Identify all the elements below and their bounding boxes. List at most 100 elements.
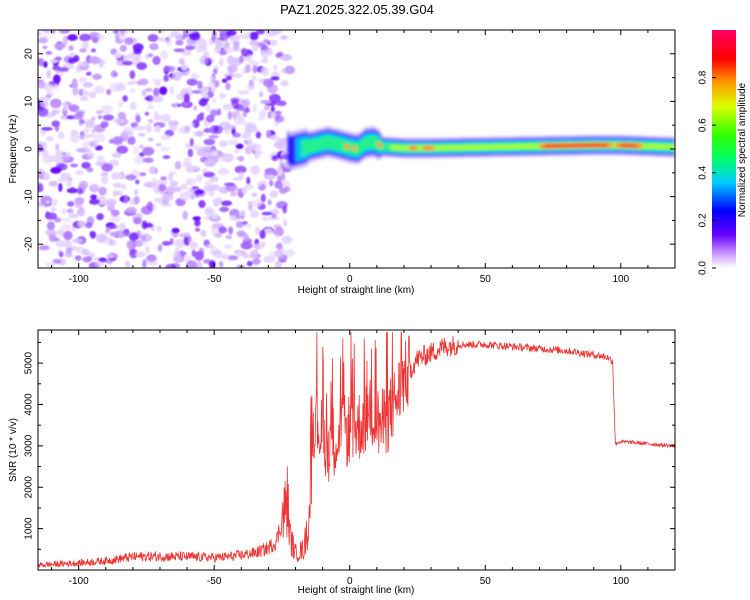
- y-tick-label: 1000: [24, 517, 35, 540]
- noise-blob: [133, 48, 142, 55]
- noise-blob: [151, 177, 158, 187]
- noise-blob: [89, 91, 97, 99]
- noise-blob: [219, 57, 224, 67]
- noise-blob: [172, 255, 185, 263]
- noise-blob: [140, 233, 153, 242]
- noise-blob: [147, 104, 154, 110]
- noise-blob: [124, 260, 131, 268]
- noise-blob: [261, 216, 270, 222]
- noise-blob: [229, 208, 240, 218]
- noise-blob: [46, 221, 55, 231]
- noise-blob: [182, 210, 188, 220]
- signal-hotspot: [352, 145, 357, 151]
- noise-blob: [112, 136, 123, 144]
- y-tick-label: -20: [24, 237, 35, 252]
- noise-blob: [241, 98, 251, 108]
- noise-blob: [45, 261, 56, 268]
- noise-blob: [49, 59, 59, 64]
- noise-blob: [157, 244, 163, 252]
- noise-blob: [249, 143, 262, 152]
- noise-blob: [100, 172, 109, 177]
- noise-blob: [271, 30, 283, 35]
- noise-blob: [127, 136, 136, 145]
- noise-blob: [189, 137, 194, 147]
- noise-blob: [133, 195, 140, 205]
- noise-blob: [133, 217, 142, 225]
- noise-blob: [145, 87, 153, 92]
- noise-blob: [141, 89, 147, 97]
- noise-blob: [183, 93, 190, 103]
- noise-blob: [230, 191, 238, 197]
- noise-blob: [111, 152, 122, 159]
- noise-blob: [196, 113, 205, 122]
- noise-blob: [233, 41, 240, 51]
- noise-blob: [218, 30, 228, 34]
- noise-blob: [221, 78, 228, 83]
- noise-blob: [135, 239, 143, 247]
- noise-blob: [51, 111, 57, 116]
- noise-blob: [38, 31, 42, 37]
- colorbar-tick-label: 0.2: [698, 213, 709, 227]
- noise-blob: [185, 177, 197, 186]
- noise-blob: [202, 93, 209, 99]
- noise-blob: [233, 73, 243, 79]
- noise-blob: [245, 64, 251, 74]
- noise-blob: [74, 197, 85, 205]
- noise-blob: [260, 66, 270, 77]
- noise-blob: [204, 180, 213, 186]
- y-tick-label: 4000: [24, 393, 35, 416]
- noise-blob: [126, 240, 133, 249]
- noise-blob: [255, 226, 260, 235]
- colorbar-tick-label: 0.8: [698, 70, 709, 84]
- noise-blob: [199, 55, 210, 65]
- noise-blob: [55, 240, 67, 248]
- noise-blob: [61, 208, 67, 215]
- noise-blob: [278, 254, 289, 261]
- noise-blob: [218, 260, 224, 268]
- noise-blob: [166, 186, 177, 194]
- colorbar-ticks: 0.0 0.2 0.4 0.6 0.8: [698, 70, 716, 275]
- noise-blob: [72, 87, 79, 96]
- noise-blob: [235, 143, 244, 150]
- noise-blob: [259, 109, 267, 120]
- noise-blob: [116, 233, 128, 238]
- noise-blob: [153, 197, 160, 203]
- noise-blob: [122, 95, 128, 102]
- noise-blob: [203, 171, 215, 178]
- noise-blob: [175, 40, 184, 46]
- noise-blob: [52, 258, 62, 264]
- noise-blob: [277, 100, 287, 107]
- noise-blob: [252, 46, 258, 52]
- noise-blob: [259, 91, 264, 98]
- noise-blob: [61, 223, 68, 230]
- noise-blob: [195, 45, 205, 54]
- noise-blob: [96, 213, 104, 221]
- noise-blob: [45, 51, 53, 55]
- noise-blob: [44, 83, 55, 93]
- noise-blob: [201, 97, 210, 102]
- y-tick-label: 0: [24, 146, 35, 152]
- noise-blob: [83, 91, 91, 97]
- noise-blob: [208, 135, 219, 139]
- noise-blob: [234, 165, 247, 174]
- noise-blob: [141, 205, 153, 215]
- y-tick-label: 2000: [24, 476, 35, 499]
- noise-blob: [86, 167, 94, 173]
- noise-blob: [98, 257, 107, 263]
- noise-blob: [173, 48, 185, 53]
- noise-blob: [91, 48, 96, 53]
- x-tick-label: 50: [480, 274, 492, 285]
- noise-blob: [146, 254, 157, 262]
- noise-blob: [106, 89, 112, 95]
- noise-blob: [78, 88, 83, 97]
- noise-blob: [153, 184, 160, 194]
- noise-blob: [160, 114, 172, 122]
- noise-blob: [185, 45, 196, 51]
- noise-blob: [234, 104, 245, 111]
- top-y-axis-label: Frequency (Hz): [8, 115, 19, 184]
- noise-blob: [226, 75, 232, 81]
- noise-blob: [113, 52, 123, 58]
- noise-blob: [69, 52, 76, 57]
- signal-hotspot: [544, 143, 608, 148]
- colorbar-label: Normalized spectral amplitude: [737, 82, 748, 217]
